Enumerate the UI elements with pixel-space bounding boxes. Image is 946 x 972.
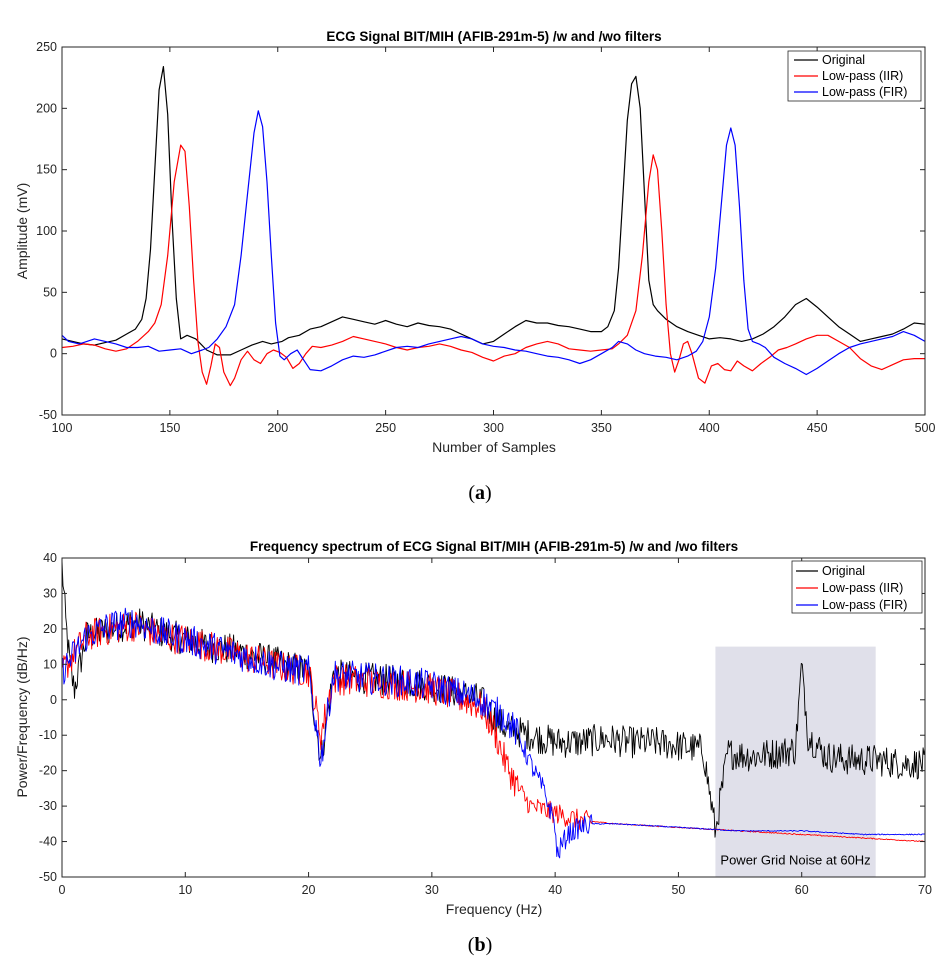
chart-a-title: ECG Signal BIT/MIH (AFIB-291m-5) /w and … bbox=[326, 29, 661, 44]
chart-a-caption-letter: a bbox=[475, 482, 485, 504]
chart-b-xtick-label: 30 bbox=[425, 883, 439, 897]
chart-a-legend-iir: Low-pass (IIR) bbox=[822, 69, 903, 83]
chart-a-ytick-label: 250 bbox=[36, 40, 57, 54]
chart-a-plot-area bbox=[61, 66, 926, 387]
chart-b-ytick-label: 0 bbox=[50, 693, 57, 707]
chart-a-ticks: 100 150 200 250 300 350 400 450 500 -50 0 50 100 150 2… bbox=[36, 40, 935, 435]
chart-a-ytick-label: 50 bbox=[43, 285, 57, 299]
chart-b-xtick-label: 60 bbox=[795, 883, 809, 897]
chart-b-title: Frequency spectrum of ECG Signal BIT/MIH… bbox=[250, 539, 738, 554]
chart-b-xtick-label: 20 bbox=[302, 883, 316, 897]
chart-b-legend-original: Original bbox=[822, 564, 865, 578]
chart-b-ytick-label: 20 bbox=[43, 622, 57, 636]
chart-a-series-fir bbox=[61, 110, 926, 376]
chart-b-ytick-label: 10 bbox=[43, 657, 57, 671]
chart-b-xtick-label: 10 bbox=[178, 883, 192, 897]
chart-b-ytick-label: 30 bbox=[43, 586, 57, 600]
chart-b-legend: Original Low-pass (IIR) Low-pass (FIR) bbox=[791, 560, 923, 614]
chart-a-ylabel: Amplitude (mV) bbox=[14, 183, 30, 279]
chart-a-xtick-label: 300 bbox=[483, 421, 504, 435]
chart-a-ytick-label: 200 bbox=[36, 101, 57, 115]
chart-b-caption: (b) bbox=[468, 934, 492, 956]
chart-b-xtick-label: 50 bbox=[671, 883, 685, 897]
chart-b-legend-box bbox=[791, 560, 923, 614]
chart-a-series-iir bbox=[61, 144, 925, 387]
chart-a-xtick-label: 100 bbox=[52, 421, 73, 435]
chart-b-highlight-region bbox=[715, 646, 876, 877]
chart-a-legend-original: Original bbox=[822, 53, 865, 67]
chart-b-ytick-label: 40 bbox=[43, 551, 57, 565]
chart-b-xtick-label: 40 bbox=[548, 883, 562, 897]
chart-a-xtick-label: 200 bbox=[267, 421, 288, 435]
chart-a-ytick-label: -50 bbox=[39, 408, 57, 422]
chart-a: ECG Signal BIT/MIH (AFIB-291m-5) /w and … bbox=[14, 29, 935, 504]
chart-a-caption: (a) bbox=[468, 482, 491, 504]
chart-a-xtick-label: 450 bbox=[807, 421, 828, 435]
chart-b-ylabel: Power/Frequency (dB/Hz) bbox=[14, 636, 30, 797]
chart-a-xtick-label: 250 bbox=[375, 421, 396, 435]
chart-a-series-original bbox=[61, 66, 926, 356]
chart-b: Frequency spectrum of ECG Signal BIT/MIH… bbox=[14, 539, 932, 956]
chart-b-xlabel: Frequency (Hz) bbox=[446, 901, 542, 917]
chart-b-ytick-label: -50 bbox=[39, 870, 57, 884]
chart-a-legend: Original Low-pass (IIR) Low-pass (FIR) bbox=[787, 50, 922, 102]
chart-a-xlabel: Number of Samples bbox=[432, 439, 556, 455]
chart-b-plot-area bbox=[61, 560, 926, 859]
chart-b-series-fir bbox=[61, 607, 925, 859]
chart-a-xtick-label: 400 bbox=[699, 421, 720, 435]
chart-a-ytick-label: 150 bbox=[36, 163, 57, 177]
chart-a-xtick-label: 350 bbox=[591, 421, 612, 435]
chart-b-caption-letter: b bbox=[474, 934, 485, 956]
chart-a-legend-fir: Low-pass (FIR) bbox=[822, 85, 907, 99]
chart-b-xtick-label: 70 bbox=[918, 883, 932, 897]
chart-a-xtick-label: 150 bbox=[159, 421, 180, 435]
chart-b-ytick-label: -40 bbox=[39, 835, 57, 849]
chart-b-legend-fir: Low-pass (FIR) bbox=[822, 598, 907, 612]
chart-a-xtick-label: 500 bbox=[915, 421, 936, 435]
chart-b-ytick-label: -20 bbox=[39, 764, 57, 778]
chart-b-series-iir bbox=[61, 611, 926, 843]
chart-b-axes-box bbox=[61, 557, 926, 878]
chart-a-ytick-label: 100 bbox=[36, 224, 57, 238]
chart-b-ytick-label: -10 bbox=[39, 728, 57, 742]
chart-b-highlight-label: Power Grid Noise at 60Hz bbox=[720, 852, 870, 867]
chart-b-ytick-label: -30 bbox=[39, 799, 57, 813]
chart-b-ticks: 0 10 20 30 40 50 60 70 -50 -40 -30 -20 -10 0 10 20 30 40 bbox=[39, 551, 932, 897]
chart-b-xtick-label: 0 bbox=[59, 883, 66, 897]
chart-a-ytick-label: 0 bbox=[50, 347, 57, 361]
chart-b-series-original bbox=[61, 560, 926, 838]
chart-b-legend-iir: Low-pass (IIR) bbox=[822, 581, 903, 595]
